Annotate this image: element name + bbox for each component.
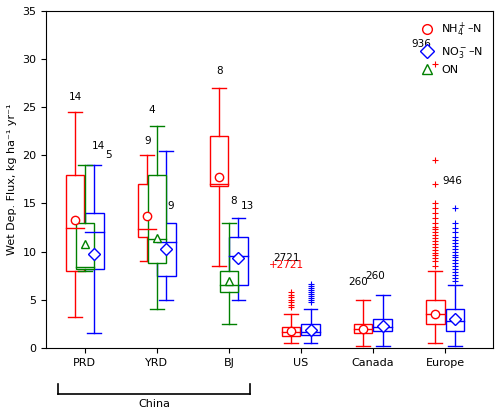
Text: 9: 9	[167, 201, 173, 211]
Bar	[446, 309, 464, 330]
Bar	[374, 319, 392, 330]
Text: 14: 14	[68, 93, 82, 102]
Bar	[66, 175, 84, 271]
Text: China: China	[138, 399, 170, 409]
Bar	[220, 271, 238, 292]
Text: 9: 9	[144, 136, 150, 146]
Text: 946: 946	[442, 176, 462, 186]
Bar	[158, 223, 176, 276]
Bar	[230, 237, 248, 285]
Bar	[148, 175, 166, 263]
Bar	[426, 300, 444, 324]
Text: 5: 5	[106, 150, 112, 160]
Text: 8: 8	[230, 196, 237, 206]
Text: 260: 260	[366, 271, 385, 282]
Text: 8: 8	[216, 66, 222, 76]
Bar	[302, 324, 320, 335]
Text: 14: 14	[92, 140, 105, 151]
Bar	[138, 184, 156, 237]
Bar	[282, 327, 300, 336]
Text: 13: 13	[240, 201, 254, 211]
Bar	[354, 324, 372, 333]
Text: 260: 260	[348, 277, 368, 287]
Bar	[210, 136, 229, 186]
Legend: NH$_4^+$–N, NO$_3^-$–N, ON: NH$_4^+$–N, NO$_3^-$–N, ON	[411, 17, 488, 80]
Text: 936: 936	[411, 40, 431, 50]
Text: +2721: +2721	[269, 260, 304, 270]
Bar	[86, 213, 103, 269]
Y-axis label: Wet Dep. Flux, kg ha⁻¹ yr⁻¹: Wet Dep. Flux, kg ha⁻¹ yr⁻¹	[7, 104, 17, 255]
Bar	[76, 223, 94, 269]
Text: 4: 4	[148, 105, 156, 115]
Text: 2721: 2721	[274, 253, 300, 263]
